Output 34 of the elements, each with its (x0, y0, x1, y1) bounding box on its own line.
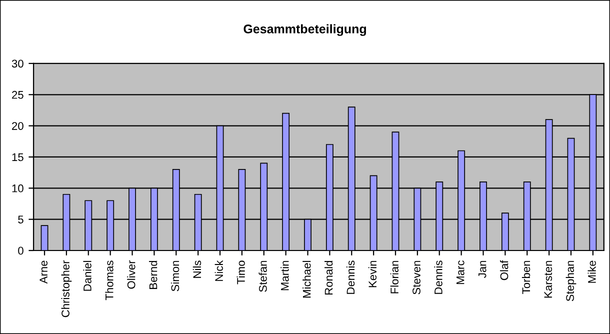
x-tick-label: Dennis (346, 260, 355, 294)
x-tick-label: Michael (302, 260, 311, 298)
x-tick-label: Mike (588, 260, 596, 283)
x-tick-label: Thomas (105, 260, 114, 300)
x-tick-label: Nils (192, 260, 202, 278)
y-tick-label: 15 (12, 153, 24, 162)
x-tick-label: Christopher (61, 260, 72, 318)
x-tick-label: Nick (214, 260, 223, 281)
y-tick-label: 10 (12, 184, 24, 192)
x-tick-label: Bernd (149, 260, 158, 289)
x-tick-label: Stephan (566, 260, 576, 302)
y-tick-label: 0 (18, 246, 24, 255)
x-tick-label: Arne (40, 260, 48, 284)
y-tick-label: 25 (12, 90, 24, 99)
x-tick-label: Torben (522, 260, 530, 294)
x-tick-label: Stefan (258, 260, 267, 292)
chart-title: Gesammtbeteiligung (244, 24, 366, 36)
x-tick-label: Ronald (324, 260, 333, 295)
y-tick-label: 5 (18, 216, 24, 224)
x-tick-label: Marc (456, 260, 464, 284)
x-tick-label: Simon (170, 260, 180, 292)
x-tick-label: Dennis (434, 260, 442, 294)
x-tick-label: Steven (412, 260, 420, 294)
x-tick-label: Jan (478, 260, 486, 278)
x-tick-label: Daniel (83, 260, 92, 291)
x-tick-label: Oliver (127, 260, 136, 289)
y-tick-label: 30 (12, 60, 24, 68)
x-tick-label: Karsten (544, 260, 552, 298)
x-tick-label: Timo (236, 260, 245, 284)
x-tick-label: Florian (390, 260, 398, 294)
x-tick-label: Martin (280, 260, 289, 290)
y-tick-label: 20 (12, 122, 24, 130)
x-tick-label: Olaf (500, 260, 508, 280)
x-tick-label: Kevin (368, 260, 377, 288)
